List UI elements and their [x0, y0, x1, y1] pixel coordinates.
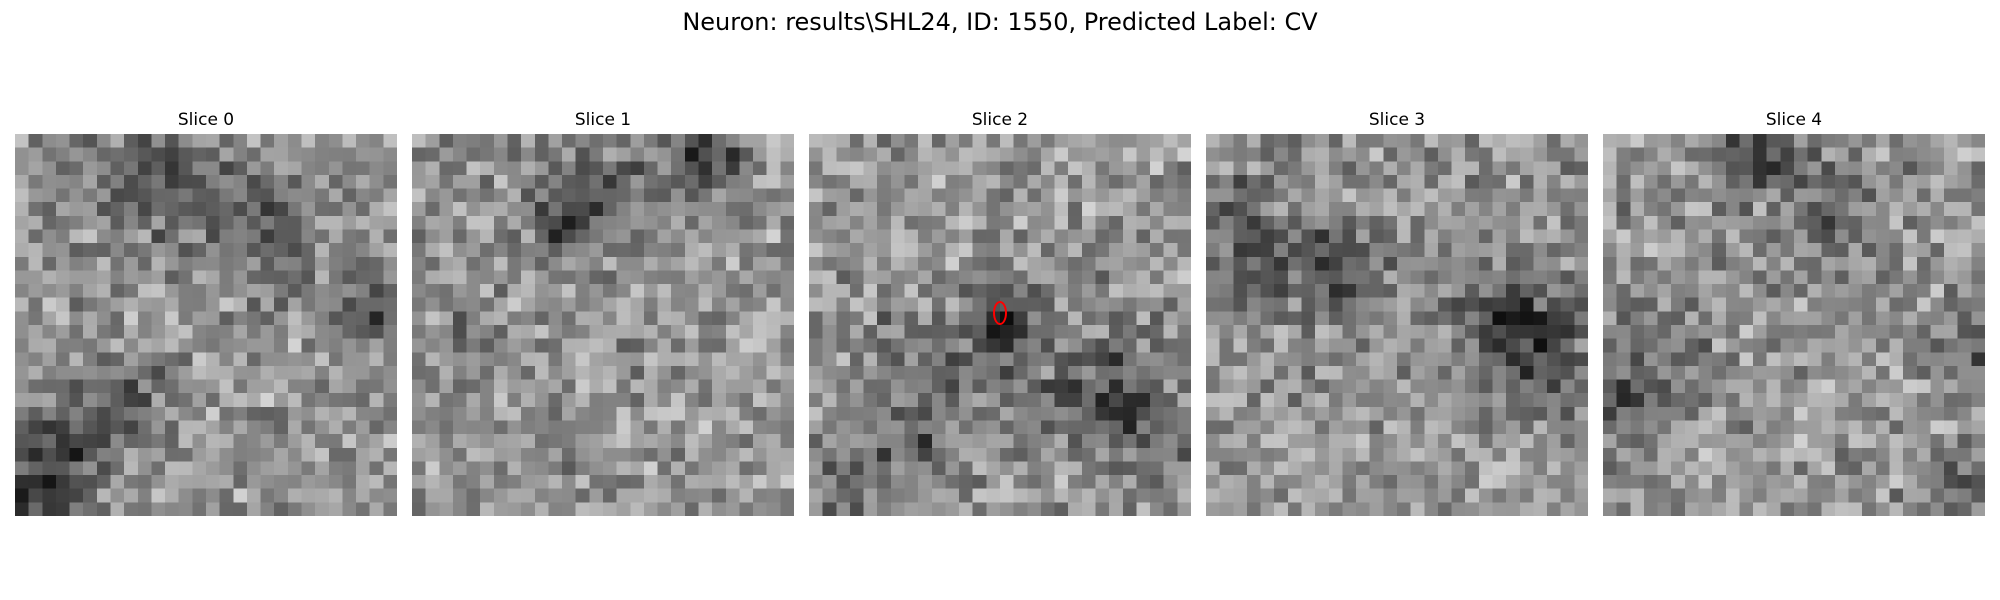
slice-image [1206, 134, 1588, 516]
slice-title: Slice 1 [574, 110, 632, 130]
slice-panel-4: Slice 4 [1603, 108, 1985, 516]
slice-panel-3: Slice 3 [1206, 108, 1588, 516]
slice-image [15, 134, 397, 516]
slice-title: Slice 2 [971, 110, 1029, 130]
slice-image [412, 134, 794, 516]
slice-panel-2: Slice 2 [809, 108, 1191, 516]
figure-title: Neuron: results\SHL24, ID: 1550, Predict… [682, 8, 1318, 36]
slice-image [1603, 134, 1985, 516]
slice-panel-0: Slice 0 [15, 108, 397, 516]
slice-title: Slice 3 [1368, 110, 1426, 130]
slice-panel-1: Slice 1 [412, 108, 794, 516]
neuron-marker [993, 301, 1007, 325]
slice-title: Slice 4 [1765, 110, 1823, 130]
slice-image [809, 134, 1191, 516]
slice-title: Slice 0 [177, 110, 235, 130]
